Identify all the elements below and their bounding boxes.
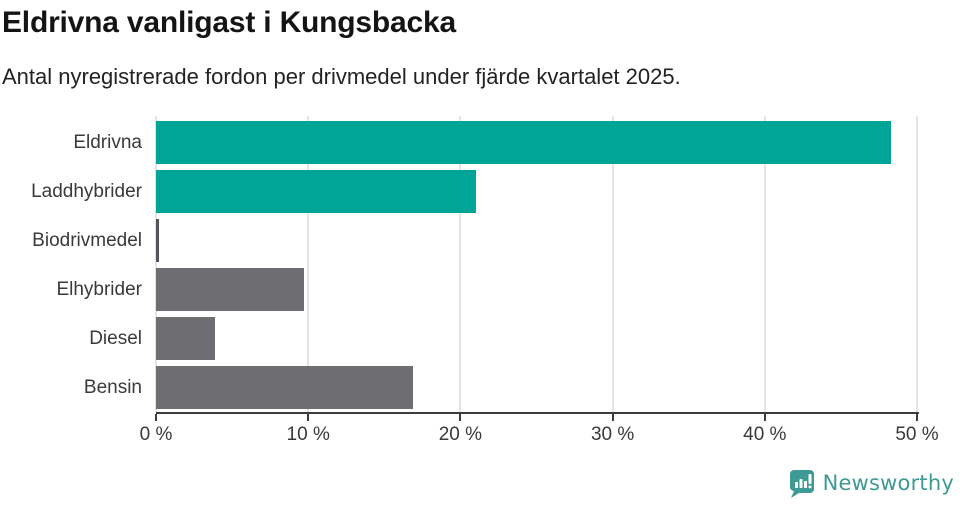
category-label: Biodrivmedel [32,229,142,251]
bar-track [156,121,917,164]
newsworthy-speech-bubble-bar-chart-icon [788,469,815,498]
bar-row: Diesel [0,314,917,363]
grid-line [307,116,310,412]
bar-track [156,268,917,311]
grid-line [763,116,766,412]
tick-label: 50 % [895,424,939,445]
bar [156,170,476,213]
x-axis-line [156,412,919,414]
chart-subtitle: Antal nyregistrerade fordon per drivmede… [2,64,681,89]
bar [156,317,216,360]
x-axis-tick-marks [155,414,918,422]
category-label: Elhybrider [56,278,142,300]
bar-row: Elhybrider [0,265,917,314]
grid-line [611,116,614,412]
grid-line [155,116,157,412]
bar-track [156,219,917,262]
tick-mark [611,414,614,421]
bar-row: Biodrivmedel [0,216,917,265]
bar [156,366,414,409]
bar-chart: Eldrivna Laddhybrider Biodrivmedel Elhybrid… [0,116,939,445]
tick-mark [459,414,462,421]
grid-line [459,116,462,412]
tick-label: 10 % [286,424,330,445]
bar-row: Eldrivna [0,118,917,167]
bar-track [156,366,917,409]
bar [156,121,892,164]
bar-row: Bensin [0,363,917,412]
category-label: Bensin [83,376,142,398]
grid-line [916,116,918,412]
gridlines [155,116,918,412]
bar [156,268,304,311]
chart-title: Eldrivna vanligast i Kungsbacka [2,6,456,39]
category-label: Eldrivna [73,131,142,153]
newsworthy-wordmark: Newsworthy [822,471,954,495]
tick-label: 20 % [438,424,483,445]
tick-mark [916,414,918,421]
bar-rows: Eldrivna Laddhybrider Biodrivmedel Elhybrid… [0,118,917,412]
tick-mark [763,414,766,421]
tick-mark [307,414,310,421]
tick-label: 0 % [139,424,173,445]
tick-label: 30 % [590,424,635,445]
tick-mark [155,414,157,421]
newsworthy-logo[interactable]: Newsworthy [788,467,954,499]
bar [156,219,160,262]
category-label: Laddhybrider [31,180,142,202]
category-label: Diesel [89,327,142,349]
tick-label: 40 % [743,424,787,445]
bar-track [156,317,917,360]
bar-track [156,170,917,213]
bar-row: Laddhybrider [0,167,917,216]
x-axis-tick-labels: 0 % 10 % 20 % 30 % 40 % 50 % [140,424,939,448]
